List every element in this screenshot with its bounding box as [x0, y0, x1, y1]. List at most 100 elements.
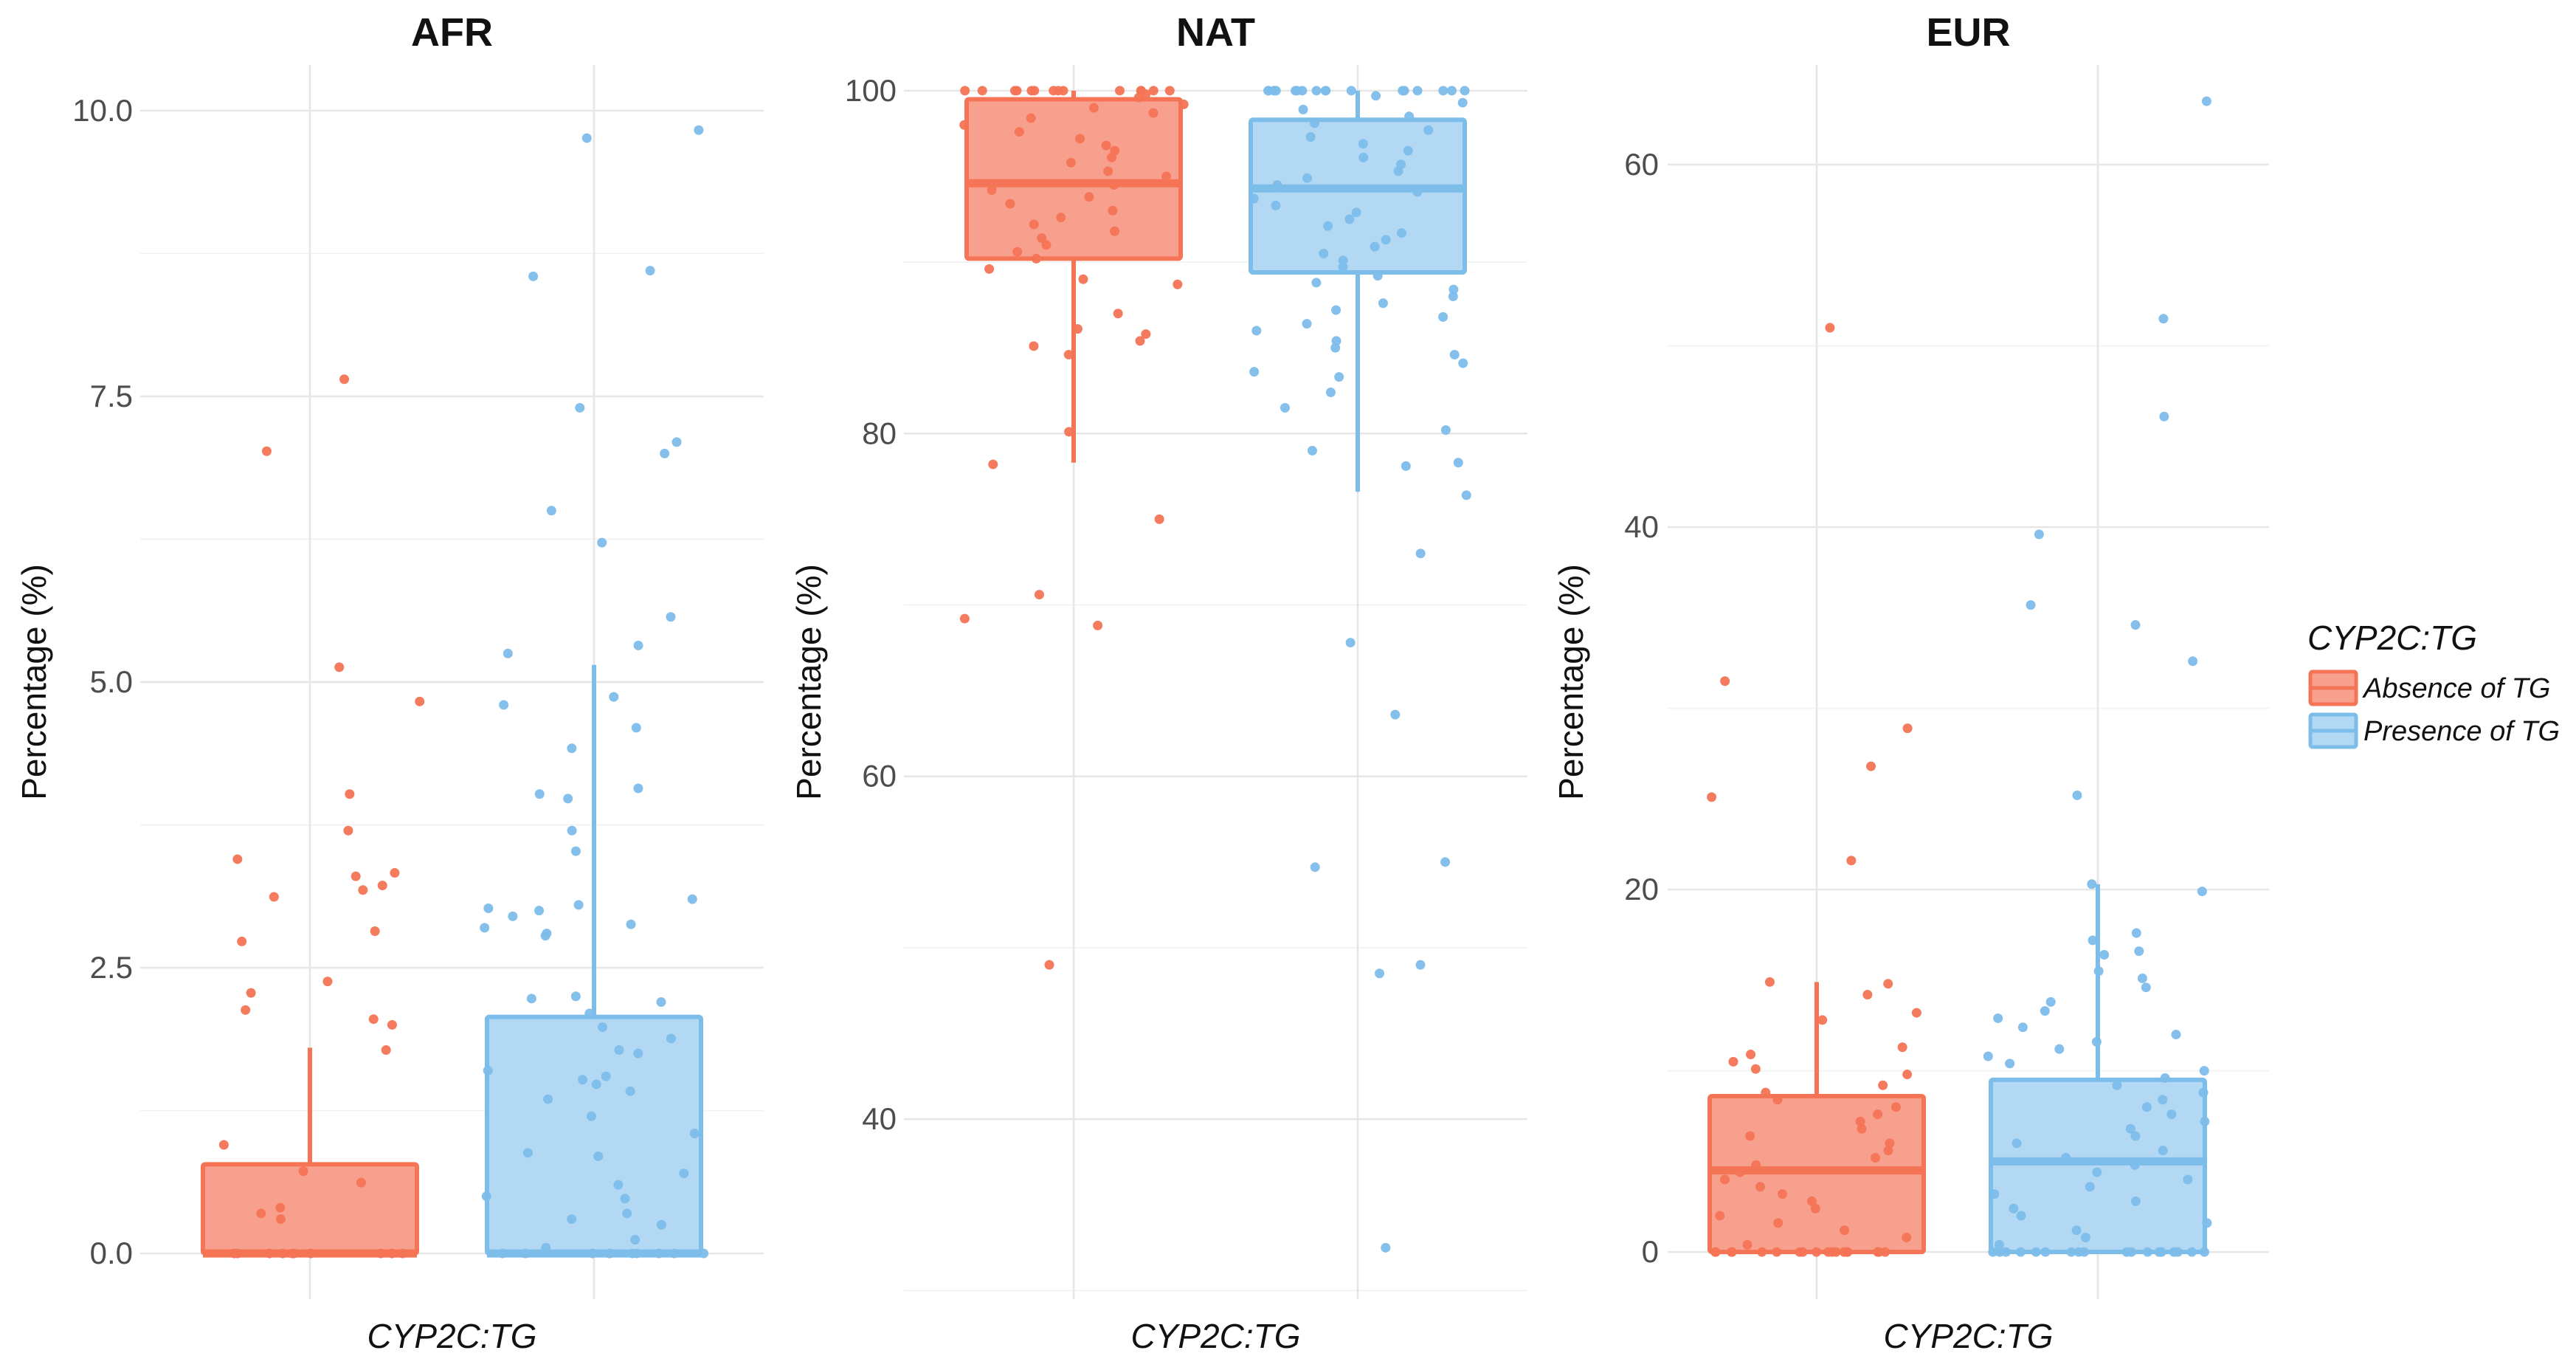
data-point [1311, 86, 1322, 96]
data-point [593, 1151, 604, 1161]
data-point [1873, 1109, 1883, 1120]
data-point [2186, 1247, 2197, 1257]
data-point [1897, 1042, 1907, 1053]
data-point [381, 1045, 391, 1056]
data-point [1453, 458, 1463, 468]
data-point [1412, 86, 1423, 96]
data-point [1885, 1138, 1895, 1149]
panel-eur: 0 20 40 60 EUR Percentage (%) CYP2C:TG [1552, 10, 2269, 1355]
data-point [343, 825, 353, 836]
data-point [1458, 358, 1468, 368]
data-point [1710, 1247, 1721, 1257]
data-point [1855, 1116, 1865, 1126]
data-point [694, 125, 704, 135]
data-point [1005, 199, 1015, 209]
data-point [1029, 86, 1040, 96]
data-point [1873, 1247, 1883, 1257]
data-point [609, 692, 619, 702]
data-point [481, 1191, 491, 1202]
data-point [1305, 132, 1316, 142]
data-point [376, 1248, 386, 1259]
data-point [601, 1071, 611, 1081]
panel-afr: 0.0 2.5 5.0 7.5 10.0 AFR Percentage (%) CYP2C:T… [15, 10, 764, 1355]
data-point [298, 1166, 308, 1177]
data-point [1825, 323, 1835, 333]
data-point [1772, 1247, 1782, 1257]
data-point [1438, 86, 1448, 96]
data-point [1438, 311, 1448, 322]
data-point [415, 696, 425, 706]
data-point [689, 1129, 700, 1139]
data-point [591, 1079, 601, 1090]
data-point [959, 613, 970, 624]
data-point [1351, 207, 1361, 218]
data-point [633, 783, 643, 794]
data-point [2160, 1073, 2170, 1083]
data-point [1109, 180, 1119, 190]
data-point [1397, 228, 1407, 238]
data-point [526, 994, 536, 1004]
data-point [2061, 1152, 2071, 1163]
data-point [377, 881, 387, 891]
data-point [1461, 490, 1471, 500]
data-point [671, 437, 682, 447]
data-point [534, 789, 545, 799]
data-point [2201, 96, 2211, 106]
y-tick-label: 100 [845, 73, 897, 108]
data-point [261, 446, 272, 456]
data-point [508, 911, 518, 921]
series-absence [1707, 323, 1926, 1257]
data-point [2040, 1006, 2050, 1016]
data-point [1440, 425, 1451, 436]
data-point [1113, 309, 1123, 319]
data-point [305, 1248, 316, 1259]
series-absence [201, 374, 425, 1259]
data-point [977, 86, 987, 96]
data-point [1310, 118, 1320, 128]
data-point [1072, 324, 1082, 334]
data-point [2188, 656, 2198, 667]
data-point [2040, 1247, 2051, 1257]
data-point [2080, 1233, 2090, 1243]
y-tick-label: 5.0 [90, 664, 133, 699]
data-point [546, 506, 556, 516]
data-point [1403, 145, 1413, 156]
data-point [541, 1242, 551, 1253]
data-point [1831, 1247, 1841, 1257]
data-point [520, 1248, 531, 1259]
data-point [584, 1008, 595, 1019]
data-point [1371, 91, 1381, 101]
data-point [1415, 548, 1426, 559]
series-presence [1983, 96, 2212, 1257]
data-point [1381, 235, 1391, 245]
data-point [1297, 86, 1308, 96]
data-point [2001, 1247, 2012, 1257]
data-point [1009, 86, 1020, 96]
data-point [2202, 1218, 2212, 1228]
data-point [1026, 113, 1036, 123]
data-point [1330, 342, 1341, 353]
data-point [1084, 192, 1094, 202]
data-point [1750, 1064, 1761, 1074]
data-point [2198, 1087, 2209, 1098]
data-point [2017, 1022, 2028, 1033]
data-point [984, 264, 995, 274]
data-point [1056, 213, 1066, 223]
data-point [387, 1248, 397, 1259]
data-point [370, 926, 380, 936]
data-point [1448, 292, 1458, 301]
data-point [2130, 620, 2141, 630]
data-point [1280, 402, 1290, 413]
data-point [1093, 620, 1103, 630]
data-point [1103, 166, 1113, 176]
data-point [2054, 1044, 2065, 1054]
data-point [1988, 1247, 1998, 1257]
data-point [1817, 1015, 1828, 1025]
data-point [1344, 214, 1355, 224]
data-point [687, 894, 697, 904]
data-point [1372, 271, 1383, 281]
data-point [2141, 982, 2151, 993]
data-point [528, 271, 539, 281]
box-body [1249, 117, 1467, 275]
data-point [620, 1194, 630, 1204]
